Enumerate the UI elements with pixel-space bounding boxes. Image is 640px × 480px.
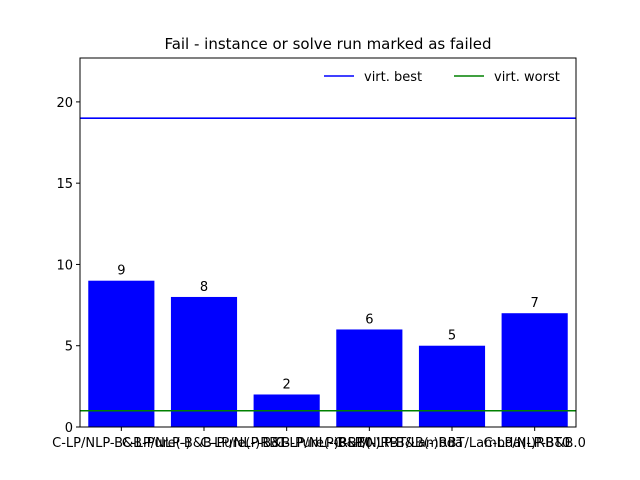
- bar: [88, 280, 155, 427]
- bar-value-label: 6: [365, 312, 373, 327]
- x-tick-label: C-LP/NLP-B&B-Pure(-): [52, 436, 190, 451]
- bar-value-labels: 9 8 2 6 5 7: [117, 264, 539, 393]
- bar-value-label: 2: [283, 377, 291, 392]
- bar: [418, 345, 486, 427]
- reference-lines: [80, 117, 576, 412]
- legend-label: virt. worst: [494, 70, 560, 85]
- x-tick-label: C-LP/NLP-B&B(-)RBT/Lambda: [276, 436, 463, 451]
- bar: [336, 329, 403, 427]
- bar-value-label: 9: [117, 264, 125, 279]
- x-axis: C-LP/NLP-B&B-Pure(-)C-LP/NLP-B&B-Pure(-)…: [52, 427, 586, 451]
- x-tick-label: C-LP/NLP-B&B-Pure(-)RBT: [122, 436, 286, 451]
- x-tick-label: C-LP/NLP-B&B-Pure(-)RBT0: [200, 436, 373, 451]
- bar: [501, 313, 568, 427]
- bar-value-label: 7: [531, 296, 539, 311]
- y-tick-label: 20: [56, 96, 73, 111]
- y-tick-label: 10: [56, 258, 73, 273]
- legend-label: virt. best: [364, 70, 422, 85]
- y-tick-label: 0: [65, 421, 73, 436]
- x-tick-label: C-LP/NLP-B&B(-)RBT/Lambda(-)RBT0: [334, 436, 570, 451]
- y-axis: 0 5 10 15 20: [56, 96, 80, 436]
- plot-frame: [79, 57, 577, 428]
- bar-value-label: 5: [448, 329, 456, 344]
- y-tick-label: 5: [65, 340, 73, 355]
- y-tick-label: 15: [56, 177, 73, 192]
- legend: virt. best virt. worst: [324, 70, 560, 85]
- bar-value-label: 8: [200, 280, 208, 295]
- x-tick-label: C-LP/NLP-B&B.0: [483, 436, 585, 451]
- bar: [170, 296, 238, 427]
- bars: [88, 280, 568, 427]
- chart-title: Fail - instance or solve run marked as f…: [164, 35, 491, 53]
